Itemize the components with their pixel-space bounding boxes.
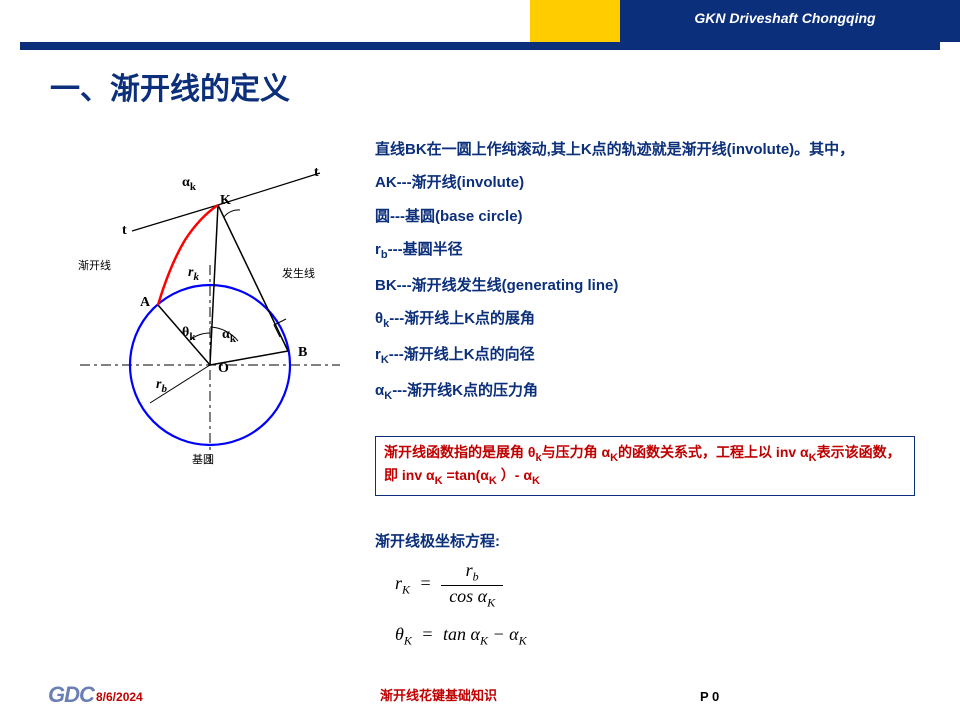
label-alpha-top: αk: [182, 175, 196, 193]
label-rb: rb: [156, 377, 167, 395]
polar-equations: rK = rb cos αK θK = tan αK − αK: [395, 560, 527, 649]
label-t1: t: [314, 165, 319, 181]
label-O: O: [218, 361, 229, 377]
polar-heading: 渐开线极坐标方程:: [375, 530, 500, 551]
header-underline: [20, 42, 940, 50]
def-item: rb---基圆半径: [375, 238, 935, 264]
footer-logo: GDC: [48, 682, 94, 708]
company-name: GKN Driveshaft Chongqing: [620, 0, 960, 42]
label-involute-cn: 渐开线: [78, 257, 111, 273]
label-base-cn: 基圆: [192, 451, 214, 467]
label-K: K: [220, 193, 231, 209]
page-title: 一、渐开线的定义: [50, 64, 290, 108]
boxed-note: 渐开线函数指的是展角 θk与压力角 αK的函数关系式，工程上以 inv αK表示…: [375, 436, 915, 496]
footer: GDC 8/6/2024 渐开线花键基础知识 P 0: [0, 678, 960, 708]
footer-page-number: P 0: [700, 689, 719, 704]
label-genline-cn: 发生线: [282, 265, 315, 281]
footer-title: 渐开线花键基础知识: [380, 685, 497, 704]
def-intro: 直线BK在一圆上作纯滚动,其上K点的轨迹就是渐开线(involute)。其中，: [375, 138, 935, 161]
label-t2: t: [122, 223, 127, 239]
def-item: AK---渐开线(involute): [375, 171, 935, 194]
footer-date: 8/6/2024: [96, 690, 143, 704]
def-item: αK---渐开线K点的压力角: [375, 379, 935, 405]
def-item: rK---渐开线上K点的向径: [375, 343, 935, 369]
label-B: B: [298, 345, 307, 361]
def-item: BK---渐开线发生线(generating line): [375, 274, 935, 297]
label-A: A: [140, 295, 150, 311]
label-alpha-in: αk: [222, 327, 236, 345]
def-item: 圆---基圆(base circle): [375, 205, 935, 228]
involute-diagram: K A B O t t rk rb αk θk αk 渐开线 发生线 基圆: [70, 155, 350, 475]
definition-list: 直线BK在一圆上作纯滚动,其上K点的轨迹就是渐开线(involute)。其中， …: [375, 138, 935, 415]
def-item: θk---渐开线上K点的展角: [375, 307, 935, 333]
label-rk: rk: [188, 265, 199, 283]
header-bar: GKN Driveshaft Chongqing: [0, 0, 960, 42]
label-theta-k: θk: [182, 325, 195, 343]
